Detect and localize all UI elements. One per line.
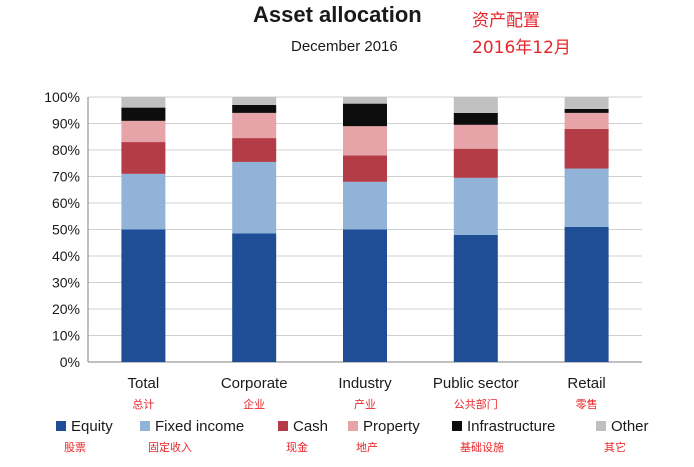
bar-fixed-income xyxy=(232,161,277,234)
y-tick-label: 50% xyxy=(52,222,80,238)
legend-label: Fixed income xyxy=(155,418,244,435)
chart-title: Asset allocation xyxy=(253,2,422,27)
bar-property xyxy=(564,112,609,129)
bar-other xyxy=(564,97,609,109)
bar-equity xyxy=(453,234,498,362)
x-category-label-cn: 企业 xyxy=(243,397,265,411)
x-category-label: Retail xyxy=(567,375,605,392)
y-tick-label: 90% xyxy=(52,116,80,132)
legend-label: Other xyxy=(611,418,649,435)
legend-label: Equity xyxy=(71,418,113,435)
bar-infrastructure xyxy=(232,104,277,113)
bar-equity xyxy=(232,233,277,362)
legend-label-cn: 地产 xyxy=(356,440,378,454)
legend-swatch xyxy=(278,421,288,431)
bar-cash xyxy=(232,138,277,162)
legend-swatch xyxy=(452,421,462,431)
y-tick-label: 0% xyxy=(60,354,80,370)
x-category-label-cn: 公共部门 xyxy=(454,397,498,411)
y-tick-label: 100% xyxy=(44,89,80,105)
x-category-label-cn: 总计 xyxy=(132,397,154,411)
legend-label-cn: 股票 xyxy=(64,441,86,454)
bar-other xyxy=(121,97,166,108)
bar-fixed-income xyxy=(343,181,387,230)
y-tick-label: 80% xyxy=(52,142,80,158)
bar-cash xyxy=(121,142,166,174)
y-tick-label: 60% xyxy=(52,195,80,211)
chart-subtitle: December 2016 xyxy=(291,38,398,55)
bar-property xyxy=(121,120,166,143)
bar-cash xyxy=(453,148,498,178)
legend-swatch xyxy=(596,421,606,431)
x-category-label: Corporate xyxy=(221,375,288,392)
legend-label: Infrastructure xyxy=(467,418,555,435)
y-tick-label: 10% xyxy=(52,328,80,344)
legend-label-cn: 其它 xyxy=(604,440,626,454)
bar-infrastructure xyxy=(453,112,498,125)
legend-label: Property xyxy=(363,418,420,435)
x-category-label-cn: 产业 xyxy=(354,397,376,411)
bar-cash xyxy=(343,155,387,182)
legend-label-cn: 固定收入 xyxy=(148,440,192,454)
y-tick-label: 20% xyxy=(52,301,80,317)
chart-subtitle-cn: 2016年12月 xyxy=(472,38,571,58)
bar-property xyxy=(343,126,387,156)
bar-other xyxy=(232,97,277,105)
y-tick-label: 70% xyxy=(52,169,80,185)
bar-equity xyxy=(343,229,387,362)
bar-fixed-income xyxy=(564,168,609,227)
bar-other xyxy=(453,97,498,113)
x-category-label: Industry xyxy=(338,375,392,392)
legend-label-cn: 基础设施 xyxy=(460,441,504,454)
bar-equity xyxy=(121,229,166,362)
x-category-label-cn: 零售 xyxy=(576,397,598,411)
legend-swatch xyxy=(348,421,358,431)
bar-fixed-income xyxy=(121,173,166,230)
chart-title-cn: 资产配置 xyxy=(472,11,540,31)
x-category-label: Total xyxy=(128,375,160,392)
y-tick-label: 30% xyxy=(52,275,80,291)
x-category-label: Public sector xyxy=(433,375,519,392)
bar-infrastructure xyxy=(121,107,166,121)
bar-infrastructure xyxy=(564,108,609,113)
legend-swatch xyxy=(56,421,66,431)
y-tick-label: 40% xyxy=(52,248,80,264)
bar-fixed-income xyxy=(453,177,498,235)
bar-infrastructure xyxy=(343,103,387,127)
bar-property xyxy=(232,112,277,139)
bar-property xyxy=(453,124,498,149)
bar-other xyxy=(343,97,387,104)
bar-equity xyxy=(564,226,609,362)
legend-swatch xyxy=(140,421,150,431)
bar-cash xyxy=(564,128,609,169)
legend-label-cn: 现金 xyxy=(286,440,308,454)
legend-label: Cash xyxy=(293,418,328,435)
